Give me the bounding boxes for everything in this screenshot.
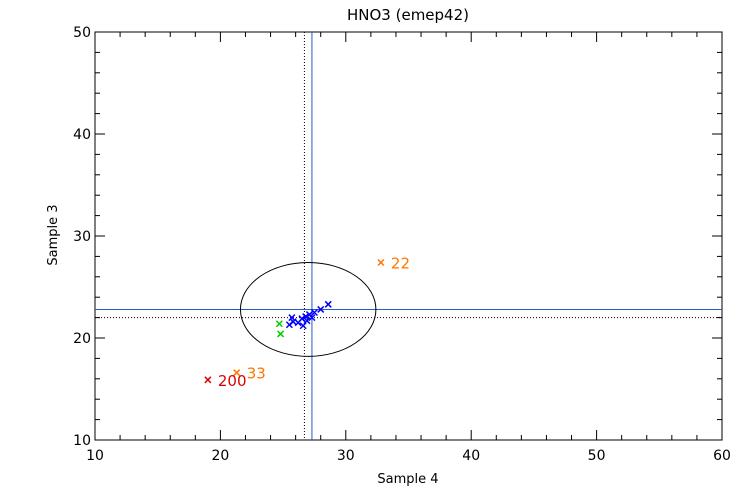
data-point <box>377 258 385 267</box>
data-point <box>275 320 283 328</box>
x-tick-label: 40 <box>462 448 480 464</box>
data-point <box>303 317 311 325</box>
y-axis-label: Sample 3 <box>46 204 61 265</box>
x-tick-label: 10 <box>86 448 104 464</box>
data-point <box>308 314 316 322</box>
point-label: 200 <box>218 372 247 390</box>
point-label: 33 <box>247 365 266 383</box>
point-label: 22 <box>391 255 410 273</box>
y-tick-label: 10 <box>73 433 91 449</box>
plot-frame <box>94 31 723 441</box>
data-point <box>204 376 212 384</box>
x-tick-label: 50 <box>588 448 606 464</box>
chart-title: HNO3 (emep42) <box>347 6 469 24</box>
data-point <box>299 322 307 330</box>
data-point <box>324 300 332 308</box>
confidence-ellipse <box>239 262 377 357</box>
x-tick-label: 60 <box>713 448 731 464</box>
y-tick-label: 40 <box>73 127 91 143</box>
data-point <box>302 313 310 321</box>
x-tick-label: 30 <box>337 448 355 464</box>
data-point <box>233 369 241 377</box>
data-point <box>310 308 318 317</box>
data-point <box>277 330 285 338</box>
y-tick-label: 30 <box>73 229 91 245</box>
data-point <box>317 305 325 313</box>
data-point <box>289 318 297 326</box>
data-point <box>298 315 306 323</box>
y-tick-label: 20 <box>73 331 91 347</box>
data-point <box>288 314 296 322</box>
x-axis-label: Sample 4 <box>377 472 438 487</box>
x-tick-label: 20 <box>211 448 229 464</box>
y-tick-label: 50 <box>73 25 91 41</box>
